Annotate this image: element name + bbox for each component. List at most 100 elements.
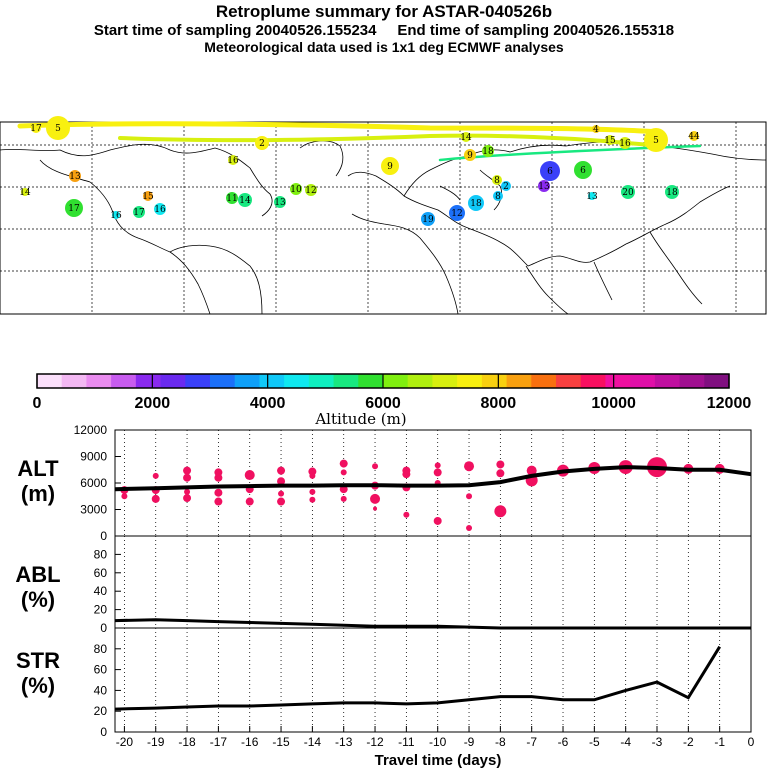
colorbar-cell [407, 374, 433, 388]
alt-point [496, 469, 505, 478]
colorbar-cell [160, 374, 186, 388]
colorbar-tick-label: 10000 [591, 395, 636, 412]
colorbar-cells [37, 374, 730, 388]
alt-point [244, 470, 255, 481]
alt-point [340, 469, 347, 476]
map-marker: 18 [468, 195, 484, 211]
map-marker-label: 6 [580, 166, 586, 176]
x-tick-label: -17 [210, 735, 228, 749]
map-marker-dot [133, 206, 145, 218]
colorbar-cell [308, 374, 335, 388]
abl-panel: ABL (%) 80 60 40 20 0 [15, 535, 752, 635]
str-gridlines [123, 628, 752, 732]
map-marker-dot [501, 181, 511, 191]
altitude-colorbar: 0 2000 4000 6000 8000 10000 12000 Altitude (m) [33, 373, 752, 428]
alt-point [433, 516, 442, 525]
y-tick-label: 60 [94, 663, 108, 677]
map-marker: 14 [238, 193, 252, 207]
map-marker-label: 17 [68, 204, 80, 214]
colorbar-cell [37, 374, 63, 388]
map-marker-dot [449, 205, 465, 221]
map-marker: 18 [482, 145, 494, 157]
alt-point [464, 461, 475, 472]
y-tick-label: 40 [94, 683, 108, 697]
map-marker-label: 13 [274, 198, 286, 208]
map-marker-dot [482, 145, 494, 157]
map-marker: 8 [492, 175, 502, 186]
colorbar-tick-label: 12000 [707, 395, 752, 412]
map-marker-dot [644, 128, 668, 152]
sampling-times: Start time of sampling 20040526.155234 E… [0, 22, 768, 39]
colorbar-ticks: 0 2000 4000 6000 8000 10000 12000 [33, 374, 752, 412]
map-marker-label: 18 [482, 147, 494, 157]
colorbar-cell [531, 374, 557, 388]
map-marker-label: 18 [666, 188, 678, 198]
map-marker-label: 8 [495, 192, 501, 202]
map-marker-dot [592, 125, 600, 133]
colorbar-cell [333, 374, 359, 388]
colorbar-cell [457, 374, 483, 388]
y-tick-label: 3000 [80, 503, 107, 517]
x-tick-label: -2 [683, 735, 694, 749]
alt-point [245, 497, 254, 506]
y-tick-label: 0 [100, 529, 107, 543]
map-marker-dot [228, 155, 238, 165]
map-marker: 4 [592, 125, 600, 135]
str-label: STR [16, 648, 60, 673]
map-marker-dot [305, 184, 317, 196]
end-time-label: End time of sampling 20040526.155318 [397, 22, 675, 39]
map-marker: 2 [255, 136, 269, 150]
y-tick-label: 0 [100, 621, 107, 635]
abl-y-ticks: 80 60 40 20 0 [94, 547, 121, 635]
map-marker-dot [154, 203, 166, 215]
colorbar-cell [432, 374, 458, 388]
map-marker-dot [238, 193, 252, 207]
map-marker-label: 16 [227, 156, 239, 166]
colorbar-title: Altitude (m) [314, 410, 406, 428]
map-marker-label: 2 [503, 182, 509, 192]
alt-point [402, 470, 411, 479]
map-marker-dot [493, 191, 503, 201]
map-marker: 8 [493, 191, 503, 202]
map-marker-dot [290, 183, 302, 195]
map-marker-label: 19 [422, 215, 434, 225]
map-marker-dot [621, 185, 635, 199]
str-panel: STR (%) 80 60 40 20 0 [16, 627, 752, 739]
map-marker: 13 [586, 192, 598, 202]
alt-unit-label: (m) [21, 481, 55, 506]
alt-point [466, 493, 473, 500]
map-marker-label: 11 [226, 194, 237, 204]
map-marker: 44 [688, 131, 700, 142]
y-tick-label: 20 [94, 704, 108, 718]
alt-point [214, 488, 223, 497]
alt-point [526, 465, 537, 476]
map-marker-dot [464, 149, 476, 161]
alt-y-ticks: 12000 9000 6000 3000 0 [74, 423, 121, 543]
y-tick-label: 9000 [80, 450, 107, 464]
map-marker-label: 13 [69, 172, 81, 182]
header: Retroplume summary for ASTAR-040526b Sta… [0, 2, 768, 55]
alt-point [121, 493, 128, 500]
map-marker-label: 9 [387, 162, 393, 172]
alt-point [277, 477, 286, 486]
map-marker: 16 [619, 137, 631, 149]
alt-point [308, 467, 317, 476]
y-tick-label: 60 [94, 566, 108, 580]
map-marker-dot [461, 132, 471, 142]
map-marker-dot [112, 211, 120, 219]
map-marker-label: 14 [19, 188, 31, 198]
colorbar-cell [259, 374, 285, 388]
map-marker-label: 14 [239, 196, 251, 206]
alt-point [309, 488, 316, 495]
map-marker-label: 16 [154, 205, 166, 215]
x-tick-label: -8 [495, 735, 506, 749]
map-marker-dot [538, 180, 550, 192]
map-marker-label: 12 [451, 209, 462, 219]
map-marker-label: 14 [460, 133, 472, 143]
map-marker: 13 [538, 180, 550, 192]
colorbar-cell [605, 374, 631, 388]
map-marker-dot [274, 196, 286, 208]
colorbar-cell [556, 374, 582, 388]
alt-point [183, 466, 192, 475]
x-tick-label: -20 [116, 735, 134, 749]
